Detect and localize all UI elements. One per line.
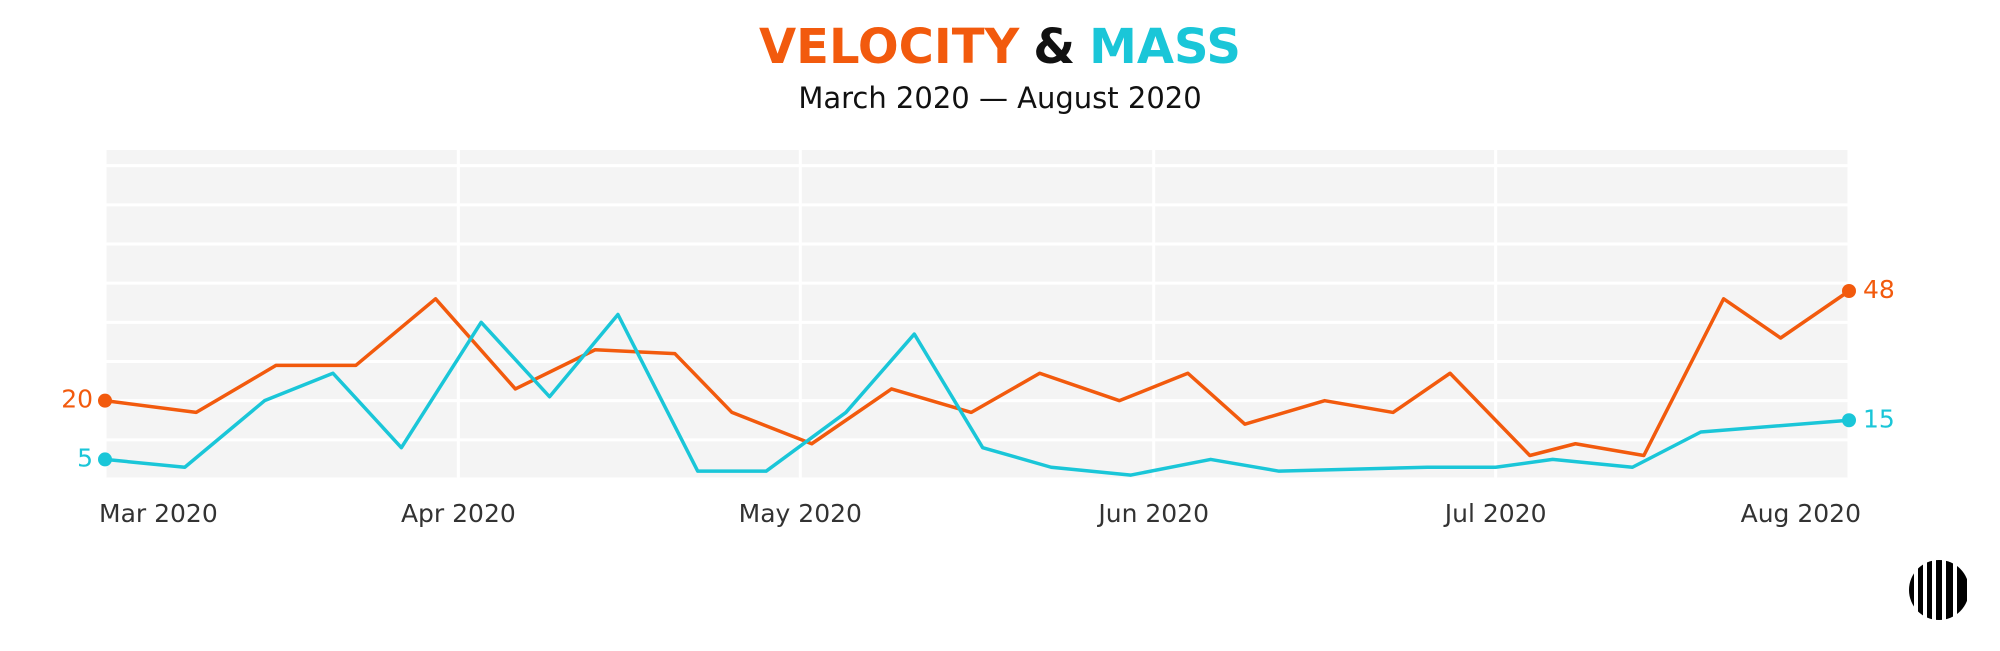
end-value-label: 48 [1863,275,1895,304]
plot-area [105,150,1849,479]
x-tick-label: Aug 2020 [1741,499,1861,528]
x-tick-label: Jun 2020 [1096,499,1209,528]
end-value-label: 5 [77,443,93,472]
end-value-label: 20 [61,385,93,414]
x-tick-label: Mar 2020 [99,499,218,528]
x-tick-label: Jul 2020 [1443,499,1547,528]
x-tick-label: May 2020 [739,499,862,528]
x-tick-label: Apr 2020 [401,499,516,528]
end-marker [98,452,112,467]
chart-title: VELOCITY & MASS [759,19,1241,75]
title-velocity: VELOCITY [759,19,1020,75]
series-line [104,312,1850,477]
title-joiner: & [1033,19,1075,75]
title-mass: MASS [1089,19,1241,75]
end-marker [98,393,112,408]
end-value-label: 15 [1863,404,1895,433]
logo [1909,560,1967,620]
chart-subtitle: March 2020 — August 2020 [798,81,1201,115]
end-marker [1842,413,1856,428]
end-marker [1842,284,1856,298]
series-line [104,289,1850,458]
